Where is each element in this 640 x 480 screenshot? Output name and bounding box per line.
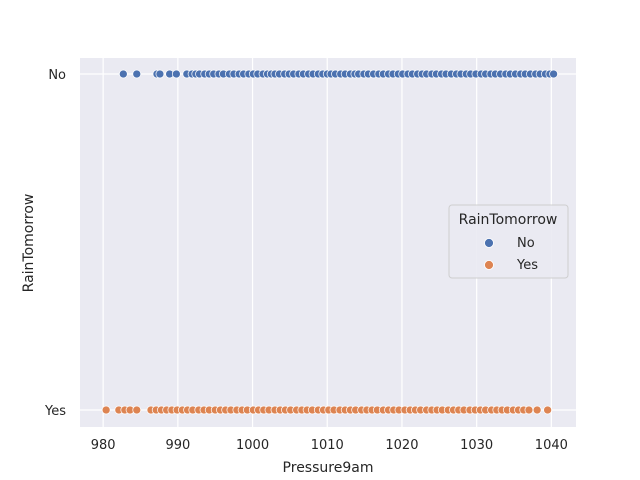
legend-box bbox=[448, 204, 569, 279]
x-axis-label: Pressure9am bbox=[283, 460, 374, 476]
data-point-yes bbox=[532, 405, 542, 415]
y-axis-label: RainTomorrow bbox=[21, 194, 37, 293]
x-tick-label: 980 bbox=[91, 438, 116, 453]
data-point-no bbox=[172, 69, 181, 79]
x-tick-label: 1040 bbox=[535, 438, 568, 453]
legend-marker-no bbox=[484, 238, 494, 248]
y-tick-label: Yes bbox=[44, 404, 66, 419]
series-yes-points bbox=[101, 405, 552, 415]
series-no-points bbox=[118, 69, 558, 79]
legend-label-yes: Yes bbox=[516, 258, 538, 273]
data-point-yes bbox=[132, 405, 142, 415]
legend-title: RainTomorrow bbox=[459, 212, 558, 228]
legend-marker-yes bbox=[484, 260, 494, 270]
data-point-no bbox=[118, 69, 128, 79]
data-point-no bbox=[549, 69, 558, 79]
data-point-yes bbox=[101, 405, 111, 415]
x-tick-label: 1000 bbox=[236, 438, 269, 453]
data-point-no bbox=[132, 69, 142, 79]
x-tick-label: 1010 bbox=[311, 438, 344, 453]
x-tick-label: 990 bbox=[165, 438, 190, 453]
data-point-no bbox=[155, 69, 165, 79]
legend: RainTomorrow No Yes bbox=[448, 204, 569, 279]
x-tick-labels: 980 990 1000 1010 1020 1030 1040 bbox=[91, 438, 568, 453]
y-tick-labels: No Yes bbox=[44, 68, 66, 419]
data-point-yes bbox=[543, 405, 552, 415]
legend-label-no: No bbox=[517, 236, 535, 251]
y-tick-label: No bbox=[48, 68, 66, 83]
x-tick-label: 1020 bbox=[385, 438, 418, 453]
x-tick-label: 1030 bbox=[460, 438, 493, 453]
data-point-yes bbox=[524, 405, 534, 415]
